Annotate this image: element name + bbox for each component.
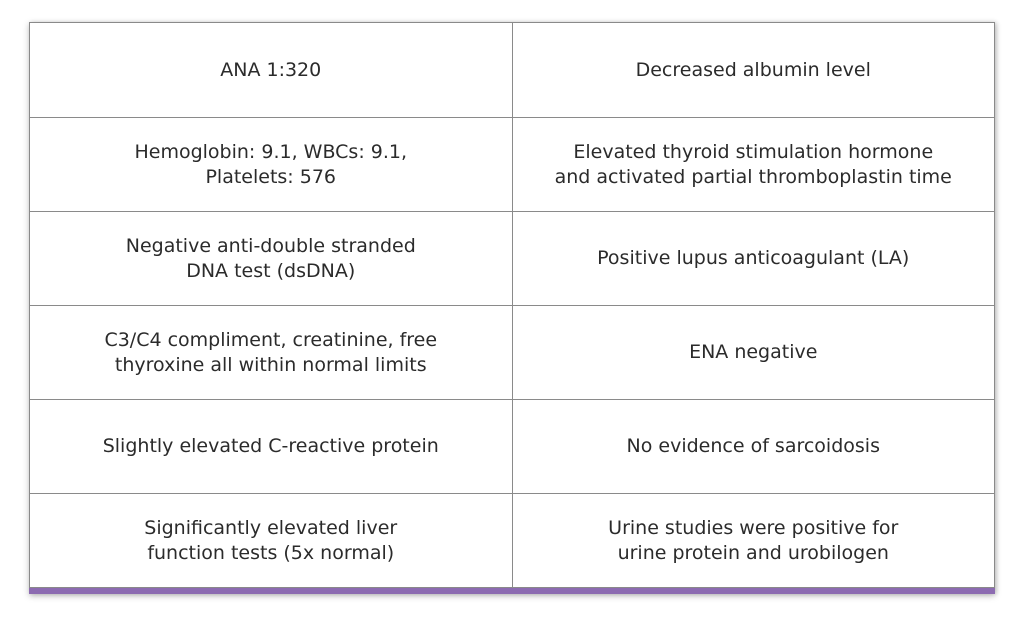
table-cell-left: C3/C4 compliment, creatinine, free thyro… — [29, 305, 513, 400]
table-cell-right: Positive lupus anticoagulant (LA) — [511, 211, 995, 306]
table-cell-right: ENA negative — [511, 305, 995, 400]
purple-accent-bar — [29, 588, 995, 594]
table-cell-left: Hemoglobin: 9.1, WBCs: 9.1, Platelets: 5… — [29, 117, 513, 212]
table-cell-left: Significantly elevated liver function te… — [29, 493, 513, 588]
table-cell-right: Elevated thyroid stimulation hormone and… — [511, 117, 995, 212]
table-cell-left: ANA 1:320 — [29, 22, 513, 118]
table-cell-right: No evidence of sarcoidosis — [511, 399, 995, 494]
table-cell-left: Negative anti-double stranded DNA test (… — [29, 211, 513, 306]
table-row: Significantly elevated liver function te… — [29, 493, 995, 588]
lab-results-table: ANA 1:320 Decreased albumin level Hemogl… — [29, 22, 995, 588]
table-row: C3/C4 compliment, creatinine, free thyro… — [29, 305, 995, 400]
table-row: Hemoglobin: 9.1, WBCs: 9.1, Platelets: 5… — [29, 117, 995, 212]
table-row: ANA 1:320 Decreased albumin level — [29, 22, 995, 118]
table-row: Slightly elevated C-reactive protein No … — [29, 399, 995, 494]
table-cell-right: Urine studies were positive for urine pr… — [511, 493, 995, 588]
lab-results-table-container: ANA 1:320 Decreased albumin level Hemogl… — [29, 22, 995, 594]
table-cell-right: Decreased albumin level — [511, 22, 995, 118]
table-cell-left: Slightly elevated C-reactive protein — [29, 399, 513, 494]
table-row: Negative anti-double stranded DNA test (… — [29, 211, 995, 306]
